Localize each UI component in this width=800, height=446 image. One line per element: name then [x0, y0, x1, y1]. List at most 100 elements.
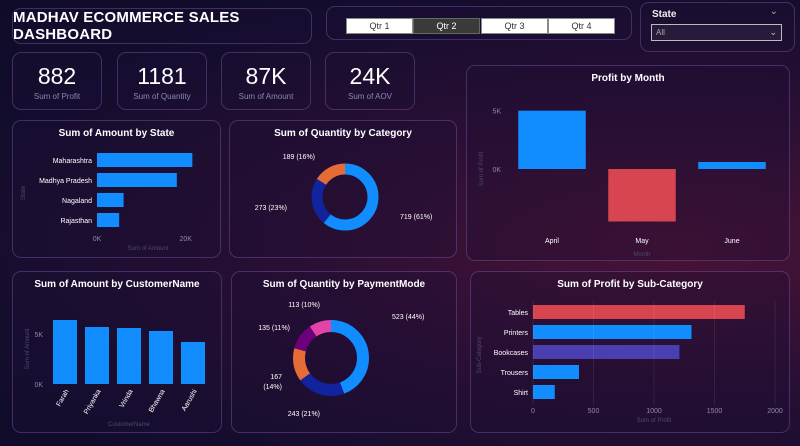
category-label: Vrinda [119, 388, 135, 409]
quantity-by-paymentmode-plot: 523 (44%) 243 (21%) 167 (14%) 135 (11%) 113 (… [258, 302, 424, 418]
kpi-value: 24K [349, 63, 391, 89]
chart-title: Sum of Amount by CustomerName [34, 279, 200, 290]
category-label: June [724, 238, 739, 245]
profit-by-subcategory-chart: Sum of Profit by Sub-Category Tables Prin… [470, 271, 790, 433]
kpi-card-aov: 24K Sum of AOV [325, 52, 415, 110]
slice-label: 135 (11%) [258, 325, 290, 332]
category-label: Madhya Pradesh [39, 178, 92, 185]
bar [85, 327, 109, 384]
quantity-by-category-chart: Sum of Quantity by Category 719 (61%) 273… [229, 120, 457, 258]
quarter-slicer: Qtr 1 Qtr 2 Qtr 3 Qtr 4 [326, 6, 632, 40]
slice-label: 189 (16%) [283, 154, 315, 161]
collapse-chevron-icon[interactable]: ⌄ [769, 6, 778, 17]
category-label: Farah [56, 388, 71, 407]
tick-label: 0K [492, 167, 501, 174]
axis-label: Sum of Amount [127, 246, 168, 252]
bar [149, 331, 173, 384]
axis-label: Sub-Category [477, 336, 483, 373]
state-dropdown-value: All [656, 28, 665, 37]
donut-slice [311, 163, 379, 231]
bar [698, 162, 766, 169]
bar [181, 342, 205, 384]
amount-by-state-chart: Sum of Amount by State Maharashtra Madhya… [12, 120, 221, 258]
tick-label: 0K [34, 382, 43, 389]
axis-label: Month [634, 252, 651, 258]
profit-by-month-plot: 0K 5K April May June Month Sum of Profit [479, 109, 766, 258]
quantity-by-paymentmode-chart: Sum of Quantity by PaymentMode 523 (44%)… [231, 271, 457, 433]
kpi-value: 87K [245, 63, 287, 89]
category-label: May [635, 238, 649, 245]
chevron-down-icon: ⌄ [769, 27, 777, 37]
slice-label: 167 [270, 374, 282, 381]
category-label: Aarushi [181, 388, 199, 412]
category-label: Tables [508, 310, 529, 317]
category-label: Maharashtra [53, 158, 92, 165]
tick-label: 0K [93, 236, 102, 243]
category-label: Bookcases [494, 350, 529, 357]
bar [518, 110, 586, 169]
axis-label: Sum of Profit [479, 151, 485, 186]
chart-title: Sum of Profit by Sub-Category [557, 279, 703, 290]
kpi-value: 1181 [137, 63, 187, 89]
category-label: Printers [504, 330, 529, 337]
slice-label: 273 (23%) [255, 205, 287, 212]
donut-slice [311, 163, 379, 231]
kpi-card-quantity: 1181 Sum of Quantity [117, 52, 207, 110]
state-dropdown[interactable]: All ⌄ [651, 24, 782, 41]
category-label: Rajasthan [60, 218, 92, 225]
bar [97, 193, 124, 207]
bar [97, 213, 120, 227]
kpi-label: Sum of Profit [33, 92, 81, 101]
axis-label: Sum of Amount [25, 328, 31, 369]
category-label: Shirt [514, 390, 528, 397]
kpi-value: 882 [37, 63, 77, 89]
chart-title: Sum of Amount by State [58, 128, 175, 139]
tick-label: 1500 [707, 408, 723, 415]
kpi-label: Sum of Quantity [133, 92, 191, 101]
bar [533, 365, 579, 379]
amount-by-customer-plot: 0K 5K Farah Priyanka Vrinda Bhawna Aarushi Cust… [25, 320, 205, 428]
category-label: April [545, 238, 559, 245]
dashboard-title-card: MADHAV ECOMMERCE SALES DASHBOARD [12, 8, 312, 44]
category-label: Priyanka [83, 388, 103, 415]
bar [608, 169, 676, 222]
quarter-button-q2[interactable]: Qtr 2 [413, 18, 480, 34]
quarter-button-q3[interactable]: Qtr 3 [481, 18, 548, 34]
tick-label: 20K [179, 236, 192, 243]
quarter-button-q4[interactable]: Qtr 4 [548, 18, 615, 34]
state-slicer-label: State [652, 9, 677, 20]
slice-label: 113 (10%) [288, 302, 320, 309]
bar [533, 325, 692, 339]
donut-slice [293, 320, 369, 396]
bar [97, 153, 193, 167]
slice-label: (14%) [263, 384, 282, 391]
tick-label: 0 [531, 408, 535, 415]
category-label: Trousers [501, 370, 529, 377]
bar [533, 345, 680, 359]
chart-title: Sum of Quantity by Category [274, 128, 412, 139]
kpi-card-profit: 882 Sum of Profit [12, 52, 102, 110]
tick-label: 5K [492, 109, 501, 116]
axis-label: State [21, 185, 27, 200]
donut-slice [293, 320, 369, 396]
chart-title: Sum of Quantity by PaymentMode [262, 279, 426, 290]
bar [533, 305, 745, 319]
tick-label: 1000 [646, 408, 662, 415]
amount-by-state-plot: Maharashtra Madhya Pradesh Nagaland Rajasth… [21, 153, 193, 252]
kpi-card-amount: 87K Sum of Amount [221, 52, 311, 110]
bar [97, 173, 177, 187]
slice-label: 719 (61%) [400, 214, 432, 221]
kpi-label: Sum of AOV [347, 92, 393, 101]
slice-label: 523 (44%) [392, 314, 424, 321]
kpi-label: Sum of Amount [238, 92, 294, 101]
donut-slice [293, 320, 369, 396]
category-label: Nagaland [62, 198, 92, 205]
tick-label: 500 [588, 408, 600, 415]
quantity-by-category-plot: 719 (61%) 273 (23%) 189 (16%) [255, 154, 432, 231]
profit-by-subcategory-plot: Tables Printers Bookcases Trousers Shirt 0 500… [477, 301, 783, 424]
bar [53, 320, 77, 384]
profit-by-month-chart: Profit by Month 0K 5K April May June Month Sum… [466, 65, 790, 261]
quarter-button-q1[interactable]: Qtr 1 [346, 18, 413, 34]
tick-label: 5K [34, 332, 43, 339]
state-slicer: State ⌄ All ⌄ [640, 2, 795, 52]
